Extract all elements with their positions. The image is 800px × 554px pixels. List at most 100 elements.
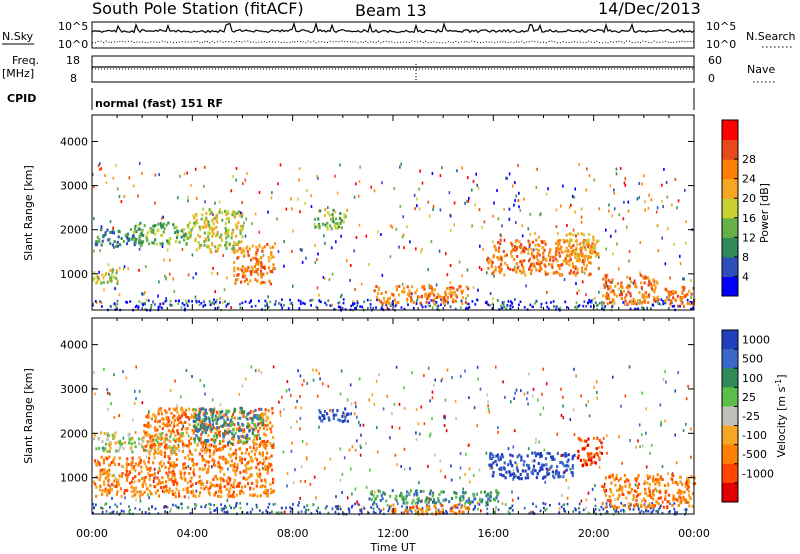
velocity-cell	[241, 411, 244, 415]
power-speckle	[380, 233, 382, 236]
power-speckle	[406, 299, 408, 303]
power-speckle	[518, 205, 520, 209]
velocity-cell	[149, 424, 152, 428]
colorbar-swatch	[722, 139, 738, 160]
velocity-cell	[522, 463, 525, 467]
power-speckle	[274, 242, 276, 246]
velocity-speckle	[598, 508, 601, 512]
velocity-cell	[546, 451, 549, 455]
power-cell	[458, 285, 461, 289]
power-speckle	[475, 172, 477, 176]
velocity-cell	[491, 457, 494, 460]
velocity-speckle	[299, 427, 301, 431]
velocity-cell	[537, 452, 540, 456]
velocity-cell	[440, 511, 443, 515]
velocity-speckle	[411, 371, 413, 375]
velocity-cell	[228, 452, 231, 456]
power-speckle	[662, 302, 665, 306]
power-cell	[605, 275, 608, 279]
velocity-cell	[526, 476, 530, 480]
velocity-cell	[109, 446, 112, 450]
power-cell	[640, 286, 643, 289]
power-speckle	[414, 207, 416, 211]
velocity-cell	[414, 508, 417, 512]
power-cell	[607, 297, 611, 301]
velocity-cell	[658, 502, 661, 506]
power-speckle	[137, 306, 140, 310]
velocity-cell	[264, 412, 267, 416]
power-cell	[270, 253, 273, 257]
velocity-cell	[237, 439, 240, 443]
power-speckle	[112, 176, 115, 180]
velocity-speckle	[318, 425, 320, 429]
velocity-cell	[492, 461, 495, 465]
velocity-cell	[212, 438, 215, 442]
power-cell	[437, 292, 440, 296]
power-speckle	[639, 241, 642, 244]
power-speckle	[217, 247, 219, 251]
power-cell	[542, 251, 545, 255]
velocity-cell	[200, 486, 203, 490]
velocity-cell	[373, 501, 376, 505]
power-speckle	[665, 181, 668, 184]
power-cell	[549, 258, 552, 262]
power-cell	[576, 271, 579, 275]
velocity-cell	[260, 407, 263, 411]
power-cell	[573, 270, 576, 274]
power-cell	[331, 217, 334, 221]
velocity-cell	[173, 430, 176, 434]
power-cell	[237, 273, 240, 276]
power-cell	[628, 277, 632, 280]
velocity-speckle	[428, 504, 430, 508]
power-cell	[538, 262, 541, 266]
velocity-cell	[390, 504, 393, 508]
velocity-cell	[691, 504, 694, 508]
velocity-cell	[111, 482, 114, 486]
power-cell	[104, 233, 107, 237]
velocity-speckle	[354, 487, 357, 491]
power-speckle	[209, 303, 212, 306]
power-cell	[238, 247, 241, 251]
velocity-cell	[406, 501, 409, 505]
power-speckle	[377, 230, 379, 234]
power-cell	[682, 288, 685, 292]
power-cell	[259, 281, 262, 285]
velocity-speckle	[239, 506, 242, 510]
power-cell	[258, 243, 261, 247]
velocity-cell	[437, 496, 440, 500]
velocity-speckle	[357, 502, 359, 506]
nsky-tick-bottom: 10^0	[58, 38, 88, 51]
velocity-speckle	[223, 510, 226, 514]
power-speckle	[96, 274, 98, 278]
power-ytick-label: 3000	[60, 180, 88, 193]
velocity-cell	[323, 414, 326, 418]
power-cell	[101, 273, 104, 277]
power-speckle	[449, 214, 452, 218]
velocity-cell	[167, 461, 170, 464]
power-cell	[642, 276, 645, 280]
velocity-speckle	[439, 469, 442, 473]
velocity-cell	[120, 444, 123, 448]
power-speckle	[572, 228, 575, 232]
velocity-cell	[514, 461, 517, 465]
power-speckle	[174, 299, 177, 303]
velocity-cell	[680, 498, 683, 502]
velocity-speckle	[661, 500, 664, 504]
power-speckle	[314, 244, 316, 247]
power-speckle	[503, 305, 506, 309]
velocity-speckle	[305, 442, 308, 446]
power-speckle	[454, 307, 457, 311]
power-speckle	[221, 301, 224, 305]
velocity-speckle	[620, 502, 623, 505]
power-cell	[112, 231, 115, 235]
velocity-cell	[548, 452, 551, 455]
velocity-cell	[535, 476, 538, 480]
power-cell	[250, 265, 253, 269]
power-cell	[187, 225, 190, 229]
power-speckle	[482, 248, 484, 251]
velocity-cell	[174, 491, 177, 495]
velocity-cell	[192, 471, 195, 474]
power-ytick-label: 2000	[60, 224, 88, 237]
power-cell	[555, 270, 558, 274]
power-cell	[583, 260, 586, 263]
